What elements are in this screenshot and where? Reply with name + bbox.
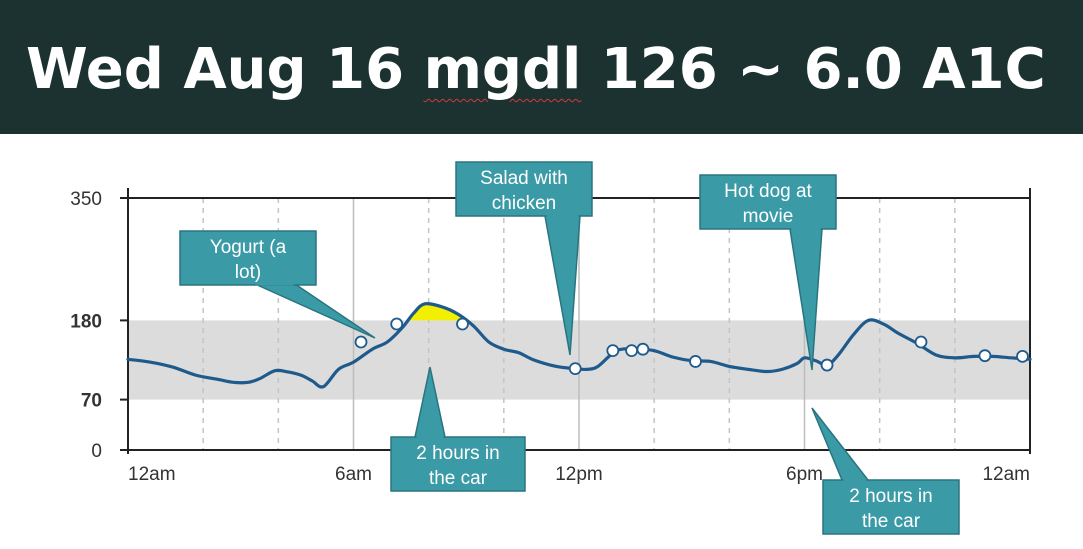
data-point [625, 344, 639, 358]
x-axis-ticks: 12am 6am 12pm 6pm 12am [128, 464, 1030, 485]
callout: Hot dog at movie [699, 174, 837, 371]
data-point [456, 317, 469, 331]
data-markers [354, 317, 1029, 376]
slide-header: Wed Aug 16 mgdl 126 ~ 6.0 A1C [0, 0, 1083, 134]
data-point [820, 358, 834, 372]
x-tick-label: 12am [128, 464, 176, 485]
x-tick-label: 12am [982, 464, 1030, 485]
data-point [978, 349, 992, 363]
callout: 2 hours in the car [390, 366, 526, 492]
callout-box [699, 174, 837, 230]
annotations: Yogurt (a lot) Salad with chicken Hot dog at… [179, 161, 960, 535]
callout: 2 hours in the car [811, 407, 960, 535]
x-tick-label: 12pm [555, 464, 603, 485]
title-day: Wed Aug 16 [26, 37, 405, 102]
data-point [354, 335, 368, 349]
y-axis-ticks: 0 70 180 350 [70, 189, 128, 462]
callout-box [455, 161, 593, 217]
data-point [914, 335, 928, 349]
glucose-chart: 0 70 180 350 12am 6am 12pm 6pm 12am Yogurt (a lo… [70, 161, 1032, 535]
callout-text: 2 hours in [416, 443, 499, 464]
callout: Salad with chicken [455, 161, 593, 356]
y-tick-label: 70 [81, 391, 102, 412]
callout-text: the car [429, 468, 488, 489]
callout-box [390, 436, 526, 492]
data-point [568, 362, 582, 376]
high-glucose-fill [408, 303, 875, 321]
slide-title: Wed Aug 16 mgdl 126 ~ 6.0 A1C [26, 30, 1046, 110]
x-tick-label: 6pm [786, 464, 823, 485]
title-rest: 126 ~ 6.0 A1C [600, 37, 1046, 102]
callout-box [179, 230, 317, 286]
callout: Yogurt (a lot) [179, 230, 376, 339]
data-point [606, 344, 620, 358]
x-tick-label: 6am [335, 464, 372, 485]
y-tick-label: 0 [91, 441, 102, 462]
callout-text: Salad with [480, 168, 568, 189]
callout-text: lot) [235, 262, 261, 283]
data-point [636, 342, 650, 356]
data-point [1016, 349, 1029, 363]
callout-text: Hot dog at [724, 181, 812, 202]
high-area [408, 303, 875, 321]
callout-text: 2 hours in [849, 486, 932, 507]
callout-text: chicken [492, 193, 556, 214]
callout-box [822, 479, 960, 535]
callout-text: the car [862, 511, 921, 532]
callout-text: movie [743, 206, 794, 227]
data-point [689, 355, 702, 368]
y-tick-label: 350 [70, 189, 102, 210]
y-tick-label: 180 [70, 311, 102, 332]
callout-text: Yogurt (a [210, 237, 287, 258]
title-unit: mgdl [423, 37, 582, 102]
data-point [390, 317, 404, 331]
